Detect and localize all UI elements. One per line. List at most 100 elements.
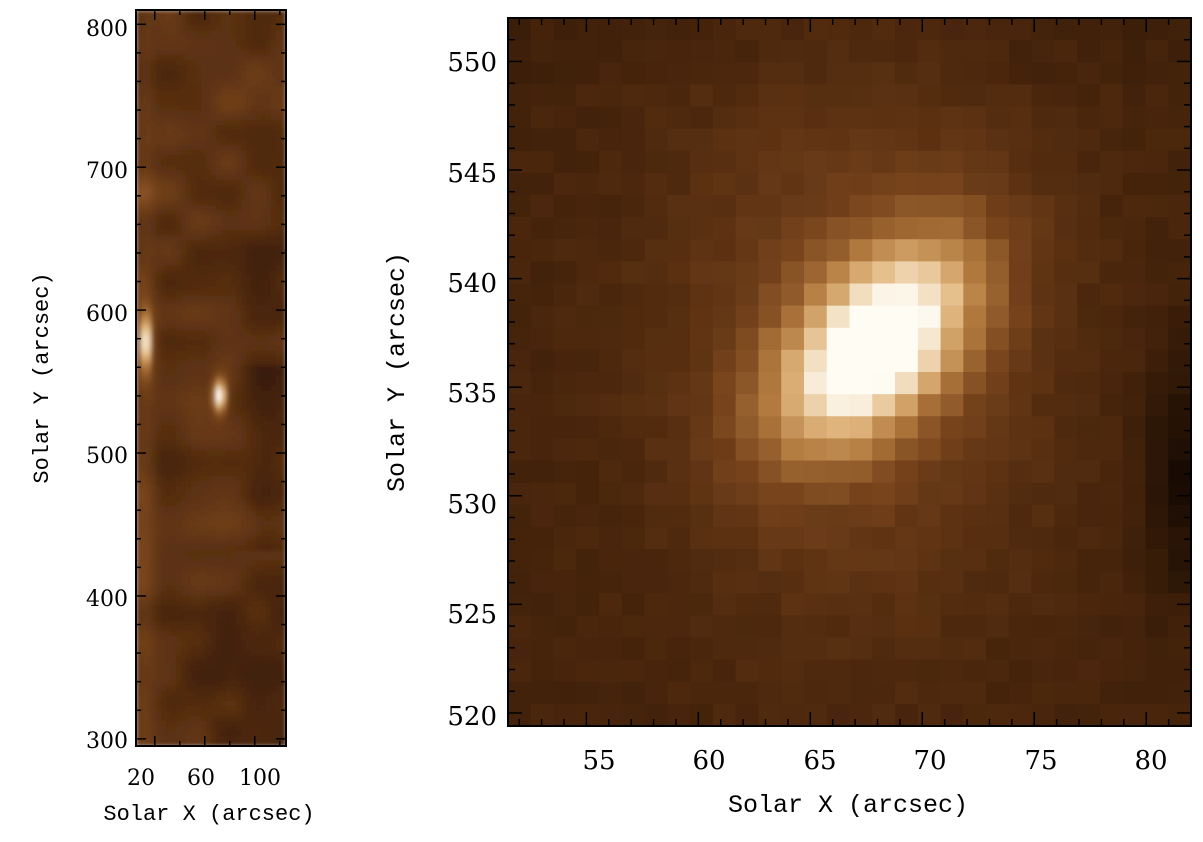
- left-heatmap-cell: [151, 611, 157, 617]
- left-heatmap-cell: [206, 50, 212, 56]
- left-heatmap-cell: [266, 240, 272, 246]
- right-heatmap-cell: [963, 173, 986, 196]
- left-heatmap-cell: [251, 526, 257, 532]
- left-heatmap-cell: [256, 315, 262, 321]
- left-heatmap-cell: [241, 320, 247, 326]
- left-heatmap-cell: [221, 90, 227, 96]
- left-heatmap-cell: [246, 90, 252, 96]
- left-heatmap-cell: [201, 65, 207, 71]
- left-heatmap-cell: [196, 461, 202, 467]
- right-heatmap-cell: [599, 173, 622, 196]
- left-heatmap-cell: [166, 606, 172, 612]
- left-heatmap-cell: [206, 446, 212, 452]
- left-heatmap-cell: [186, 691, 192, 697]
- left-heatmap-cell: [176, 511, 182, 517]
- left-heatmap-cell: [276, 215, 282, 221]
- left-heatmap-cell: [276, 210, 282, 216]
- left-heatmap-cell: [221, 736, 227, 742]
- left-heatmap-cell: [231, 275, 237, 281]
- left-heatmap-cell: [221, 456, 227, 462]
- left-heatmap-cell: [181, 140, 187, 146]
- left-heatmap-cell: [211, 300, 217, 306]
- left-heatmap-cell: [236, 571, 242, 577]
- left-heatmap-cell: [191, 315, 197, 321]
- left-heatmap-cell: [191, 486, 197, 492]
- left-heatmap-cell: [211, 45, 217, 51]
- left-heatmap-cell: [156, 421, 162, 427]
- left-heatmap-cell: [261, 360, 267, 366]
- left-heatmap-cell: [181, 696, 187, 702]
- left-heatmap-cell: [216, 461, 222, 467]
- left-heatmap-cell: [231, 230, 237, 236]
- left-heatmap-cell: [141, 631, 147, 637]
- left-heatmap-cell: [236, 175, 242, 181]
- left-heatmap-cell: [216, 521, 222, 527]
- left-heatmap-cell: [276, 406, 282, 412]
- left-heatmap-cell: [271, 235, 277, 241]
- left-heatmap-cell: [156, 676, 162, 682]
- left-heatmap-cell: [156, 641, 162, 647]
- left-heatmap-cell: [261, 736, 267, 742]
- right-heatmap-cell: [827, 151, 850, 174]
- left-heatmap-cell: [221, 436, 227, 442]
- left-heatmap-cell: [231, 471, 237, 477]
- left-heatmap-cell: [146, 240, 152, 246]
- left-heatmap-cell: [231, 20, 237, 26]
- left-heatmap-cell: [246, 25, 252, 31]
- left-heatmap-cell: [266, 290, 272, 296]
- left-heatmap-cell: [266, 350, 272, 356]
- left-heatmap-cell: [196, 571, 202, 577]
- left-heatmap-cell: [156, 305, 162, 311]
- left-heatmap-cell: [166, 616, 172, 622]
- left-heatmap-cell: [196, 531, 202, 537]
- left-heatmap-cell: [276, 681, 282, 687]
- left-heatmap-cell: [276, 706, 282, 712]
- left-heatmap-cell: [226, 125, 232, 131]
- left-heatmap-cell: [256, 656, 262, 662]
- left-heatmap-cell: [156, 666, 162, 672]
- left-heatmap-cell: [186, 386, 192, 392]
- left-heatmap-cell: [261, 731, 267, 737]
- left-heatmap-cell: [271, 55, 277, 61]
- left-heatmap-cell: [246, 561, 252, 567]
- left-heatmap-cell: [191, 696, 197, 702]
- right-heatmap-cell: [1168, 261, 1191, 284]
- left-heatmap-cell: [141, 340, 147, 346]
- left-heatmap-cell: [176, 666, 182, 672]
- left-heatmap-cell: [161, 335, 167, 341]
- left-heatmap-cell: [156, 486, 162, 492]
- left-heatmap-cell: [246, 265, 252, 271]
- right-heatmap-cell: [554, 284, 577, 307]
- left-heatmap-cell: [171, 451, 177, 457]
- left-heatmap-cell: [206, 426, 212, 432]
- left-heatmap-cell: [266, 20, 272, 26]
- left-heatmap-cell: [251, 561, 257, 567]
- left-heatmap-cell: [166, 180, 172, 186]
- left-heatmap-cell: [251, 481, 257, 487]
- left-heatmap-cell: [191, 631, 197, 637]
- left-heatmap-cell: [176, 345, 182, 351]
- left-heatmap-cell: [196, 275, 202, 281]
- left-heatmap-cell: [231, 446, 237, 452]
- left-heatmap-cell: [221, 416, 227, 422]
- left-heatmap-cell: [206, 666, 212, 672]
- left-heatmap-cell: [251, 446, 257, 452]
- left-heatmap-cell: [261, 661, 267, 667]
- right-heatmap-cell: [576, 195, 599, 218]
- right-heatmap-cell: [941, 62, 964, 85]
- left-heatmap-cell: [176, 140, 182, 146]
- left-heatmap-cell: [231, 631, 237, 637]
- left-heatmap-cell: [196, 335, 202, 341]
- left-heatmap-cell: [236, 60, 242, 66]
- left-heatmap-cell: [236, 195, 242, 201]
- left-heatmap-cell: [201, 411, 207, 417]
- left-heatmap-cell: [246, 315, 252, 321]
- left-heatmap-cell: [181, 290, 187, 296]
- left-heatmap-cell: [196, 441, 202, 447]
- left-heatmap-cell: [221, 571, 227, 577]
- left-heatmap-cell: [216, 481, 222, 487]
- left-heatmap-cell: [231, 95, 237, 101]
- left-heatmap-cell: [226, 396, 232, 402]
- left-heatmap-cell: [236, 20, 242, 26]
- left-heatmap-cell: [161, 285, 167, 291]
